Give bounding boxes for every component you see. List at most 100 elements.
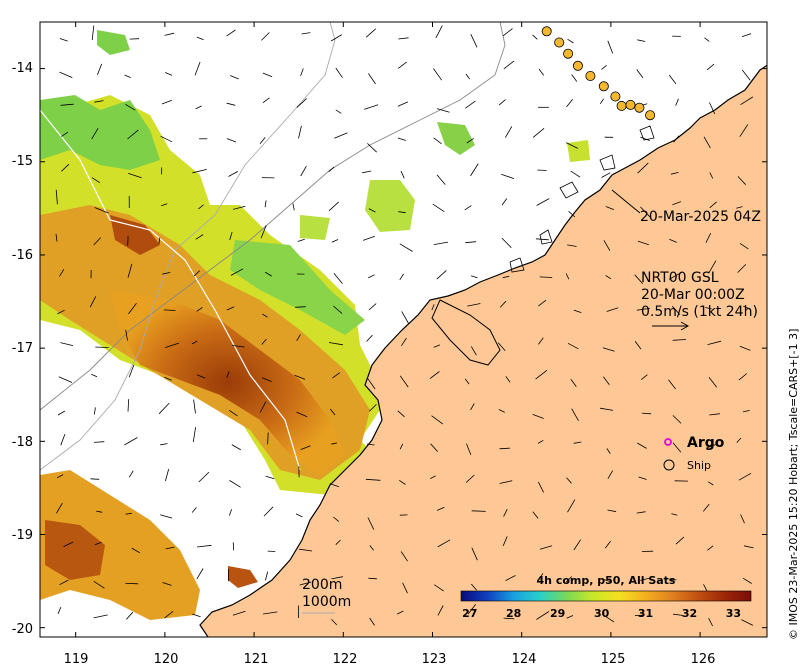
current-vector: [505, 376, 511, 383]
current-vector: [267, 432, 269, 445]
current-vector: [503, 60, 515, 70]
current-vector: [672, 442, 682, 453]
current-vector: [737, 264, 747, 273]
current-vector: [230, 268, 244, 276]
current-vector: [565, 576, 573, 583]
current-vector: [93, 441, 105, 443]
x-tick-label: 125: [601, 652, 626, 667]
cape-leveque-peninsula: [431, 299, 501, 366]
bathymetry-contours: [40, 22, 506, 471]
current-vector: [127, 263, 133, 278]
current-vector: [741, 619, 754, 626]
current-vector: [95, 346, 109, 348]
current-vector: [503, 509, 508, 517]
current-vector: [300, 165, 307, 177]
current-vector: [466, 443, 472, 456]
current-vector: [471, 510, 486, 512]
current-vector: [232, 345, 245, 348]
current-vector: [299, 548, 313, 552]
current-vector: [400, 170, 405, 179]
current-vector: [366, 334, 373, 342]
current-vector: [226, 102, 236, 106]
current-vector: [264, 271, 272, 277]
current-vector: [397, 101, 409, 107]
current-vector: [538, 481, 544, 493]
current-vector: [367, 517, 375, 530]
current-vector: [436, 270, 447, 280]
current-vector: [367, 143, 377, 153]
current-vector: [161, 99, 172, 105]
current-vector: [437, 605, 444, 616]
current-vector: [641, 374, 648, 380]
contour-1000m: [40, 22, 336, 471]
current-vector: [191, 340, 198, 345]
current-vector: [56, 502, 63, 514]
current-vector: [704, 37, 710, 42]
current-vector: [128, 364, 135, 378]
current-vector: [226, 29, 236, 37]
scale-label: 0.5m/s (1kt 24h): [641, 304, 758, 320]
current-vector: [93, 580, 105, 589]
current-vector: [301, 32, 311, 35]
current-vector: [93, 614, 108, 619]
current-vector: [675, 536, 685, 545]
current-vector: [432, 203, 445, 213]
current-vector: [93, 407, 96, 415]
current-vector: [300, 445, 311, 450]
current-vector: [536, 198, 550, 206]
current-vector: [429, 371, 440, 379]
current-vector: [602, 347, 615, 352]
current-vector: [294, 374, 306, 380]
current-vector: [297, 238, 305, 242]
current-vector: [532, 34, 538, 40]
current-vector: [262, 72, 273, 78]
current-vector: [300, 68, 304, 77]
current-vector: [606, 448, 611, 454]
current-vector: [58, 376, 73, 383]
current-vector: [669, 238, 677, 243]
current-vector: [435, 25, 443, 39]
current-vector: [566, 477, 572, 484]
current-vector: [503, 617, 515, 620]
current-vector: [164, 32, 175, 36]
current-vector: [230, 75, 239, 80]
current-vector: [708, 260, 717, 274]
current-vector: [57, 607, 62, 615]
current-vector: [127, 399, 130, 412]
current-vector: [501, 198, 508, 206]
current-vector: [264, 200, 267, 208]
colorbar-tick-label: 27: [462, 607, 477, 620]
current-vector: [295, 513, 303, 518]
y-tick-label: -17: [12, 341, 33, 356]
current-vector: [573, 309, 582, 313]
ship-marker-icon: [663, 459, 675, 471]
current-vector: [261, 377, 272, 382]
current-vector: [466, 138, 474, 144]
argo-legend-label: Argo: [687, 435, 725, 451]
coastal-islands: [509, 125, 655, 273]
current-vector: [125, 329, 128, 341]
current-vector: [668, 74, 677, 85]
current-vector: [538, 337, 544, 345]
current-vector: [59, 268, 65, 277]
current-vector: [368, 208, 376, 213]
current-vector: [125, 582, 139, 585]
current-vector: [125, 512, 132, 515]
current-vector: [59, 38, 68, 42]
current-vector: [194, 61, 201, 76]
current-vector: [430, 443, 438, 452]
current-vector: [229, 480, 241, 488]
current-vector: [331, 442, 338, 445]
current-vector: [571, 408, 579, 421]
ship-track-point: [572, 60, 583, 71]
current-vector: [91, 127, 99, 140]
current-vector: [739, 124, 749, 137]
current-vector: [638, 476, 647, 480]
current-vector: [637, 39, 646, 42]
current-vector: [165, 468, 170, 482]
current-vector: [125, 104, 136, 111]
current-vector: [603, 240, 611, 251]
sst-patch-blob-4: [567, 140, 590, 162]
current-vector: [232, 610, 246, 616]
argo-marker-icon: [664, 438, 672, 446]
